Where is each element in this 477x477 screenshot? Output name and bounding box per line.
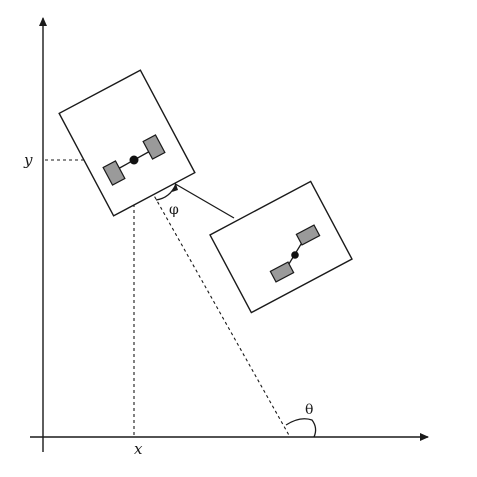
phi-arc-arrowhead [172, 184, 178, 192]
tractor-body [58, 69, 196, 217]
trailer-body [209, 180, 353, 314]
tractor-wheel-left [102, 160, 126, 186]
x-label: x [134, 440, 143, 458]
phi-label: φ [169, 202, 179, 218]
trailer-axle-center [291, 251, 299, 259]
heading-line [133, 159, 291, 438]
trailer-wheel-top [295, 224, 321, 246]
theta-label: θ [305, 402, 313, 418]
trailer [209, 180, 353, 314]
tractor-axle-center [129, 155, 139, 165]
tractor-wheel-right [142, 134, 166, 160]
theta-angle-arc [285, 418, 317, 438]
trailer-wheel-bottom [269, 261, 295, 283]
tractor [58, 69, 196, 217]
y-label: y [23, 151, 33, 169]
